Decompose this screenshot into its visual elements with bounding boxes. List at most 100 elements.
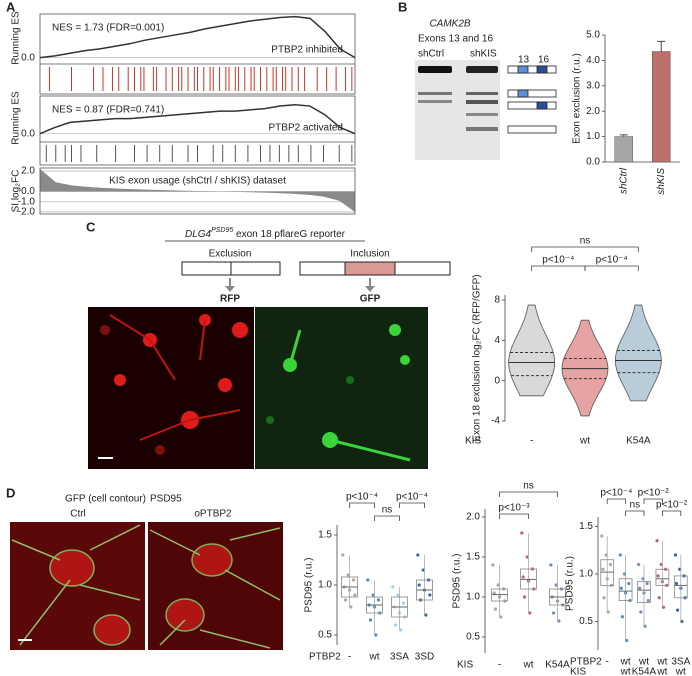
- x-tick-label: wt: [656, 657, 667, 668]
- lane-label: shKIS: [470, 49, 497, 60]
- x-axis-label: KIS: [570, 667, 586, 676]
- data-point: [675, 608, 680, 612]
- reporter-title: DLG4PSD95 exon 18 pflareG reporter: [185, 227, 346, 240]
- x-tick-label: wt: [620, 657, 631, 668]
- violin: [614, 304, 662, 402]
- box: [618, 578, 633, 602]
- data-point: [493, 607, 498, 611]
- error-bar: [619, 134, 628, 137]
- rank-area: [40, 169, 355, 212]
- y-axis-label: SI log₂FC: [11, 170, 22, 213]
- data-point: [627, 581, 631, 586]
- plot-frame: [39, 167, 356, 215]
- significance-label: p<10⁻²: [638, 488, 670, 499]
- data-point: [371, 593, 375, 597]
- x-tick-label: 3SD: [415, 652, 434, 663]
- y-tick-label: 0.5: [318, 630, 332, 641]
- x-tick-label: wt: [638, 657, 649, 668]
- bar: [652, 51, 671, 163]
- significance-bracket: [625, 510, 645, 516]
- x-tick-label: K54A: [632, 667, 657, 676]
- y-axis-label: Exon exclusion (r.u.): [572, 53, 583, 144]
- exons-label: Exons 13 and 16: [418, 34, 493, 45]
- y-tick-label: -2.0: [18, 207, 36, 218]
- y-tick-label: 2.0: [21, 166, 35, 177]
- data-point: [391, 585, 395, 589]
- data-point: [557, 619, 561, 623]
- data-point: [637, 562, 641, 567]
- significance-label: p<10⁻⁴: [600, 488, 632, 499]
- data-point: [366, 578, 370, 582]
- significance-bracket: [499, 513, 529, 519]
- gene: DLG4: [185, 229, 212, 240]
- significance-bracket: [662, 510, 682, 516]
- annotation: NES = 1.73 (FDR=0.001): [52, 23, 164, 34]
- data-point: [646, 599, 650, 603]
- data-point: [554, 583, 558, 587]
- significance-label: p<10⁻³: [498, 503, 530, 514]
- y-axis-label: PSD95 (r.u.): [565, 556, 576, 611]
- data-point: [655, 539, 659, 543]
- panel-label: C: [86, 219, 96, 234]
- x-tick-label: wt: [523, 660, 534, 671]
- x-tick-label: 3SA: [390, 652, 409, 663]
- imaging: GFP (cell contour) PSD95 Ctrl oPTBP2: [10, 494, 283, 650]
- y-axis-label: PSD95 (r.u.): [452, 553, 463, 608]
- significance-label: ns: [382, 505, 393, 516]
- y-tick-label: 4.0: [586, 55, 600, 66]
- rfp-label: RFP: [220, 294, 240, 305]
- significance-label: ns: [580, 236, 591, 247]
- significance-bracket: [531, 265, 586, 271]
- condition-label: Ctrl: [70, 509, 86, 520]
- reporter-rest: exon 18 pflareG reporter: [233, 229, 345, 240]
- data-point: [353, 593, 357, 597]
- data-point: [393, 623, 398, 627]
- y-tick-label: 1.0: [466, 592, 480, 603]
- data-point: [600, 534, 604, 538]
- significance-label: p<10⁻⁴: [396, 492, 428, 503]
- significance-label: ns: [630, 500, 641, 511]
- significance-bracket: [643, 498, 663, 504]
- data-point: [491, 563, 495, 567]
- data-point: [416, 553, 420, 557]
- psd95-stain-label: PSD95: [150, 494, 182, 505]
- significance-label: p<10⁻⁴: [346, 492, 378, 503]
- y-tick-label: 8: [494, 295, 500, 306]
- significance-label: p<10⁻²: [656, 500, 688, 511]
- y-tick-label: 4: [494, 335, 500, 346]
- panel-label: A: [6, 0, 16, 14]
- y-tick-label: 0.5: [579, 616, 593, 627]
- significance-bracket: [531, 246, 639, 252]
- data-point: [374, 633, 378, 637]
- y-tick-label: 5.0: [586, 30, 600, 41]
- data-point: [417, 583, 421, 587]
- y-tick-label: -1.0: [18, 196, 36, 207]
- data-point: [346, 573, 350, 577]
- x-tick-label: -: [530, 436, 533, 447]
- gfp-stain-label: GFP (cell contour): [65, 494, 146, 505]
- data-point: [602, 596, 606, 600]
- condition-label: oPTBP2: [194, 509, 232, 520]
- data-point: [638, 586, 642, 590]
- data-point: [673, 553, 678, 557]
- data-point: [341, 553, 345, 557]
- gene-name: CAMK2B: [429, 19, 470, 30]
- gfp-image: [255, 307, 428, 469]
- box: [673, 575, 688, 599]
- data-point: [520, 531, 524, 535]
- data-point: [421, 568, 425, 572]
- data-point: [618, 553, 622, 557]
- panel-label: D: [6, 485, 15, 500]
- x-axis-label: KIS: [457, 660, 473, 671]
- significance-bracket: [606, 498, 626, 504]
- y-tick-label: -4: [491, 416, 500, 427]
- x-tick-label: wt: [579, 436, 590, 447]
- x-tick-label: 3SA: [671, 657, 690, 668]
- y-axis-label: Running ES: [11, 91, 22, 145]
- data-point: [499, 615, 503, 619]
- x-axis-label: PTBP2: [570, 657, 602, 668]
- data-point: [601, 567, 605, 571]
- treated-image: [148, 522, 283, 650]
- data-point: [424, 613, 428, 617]
